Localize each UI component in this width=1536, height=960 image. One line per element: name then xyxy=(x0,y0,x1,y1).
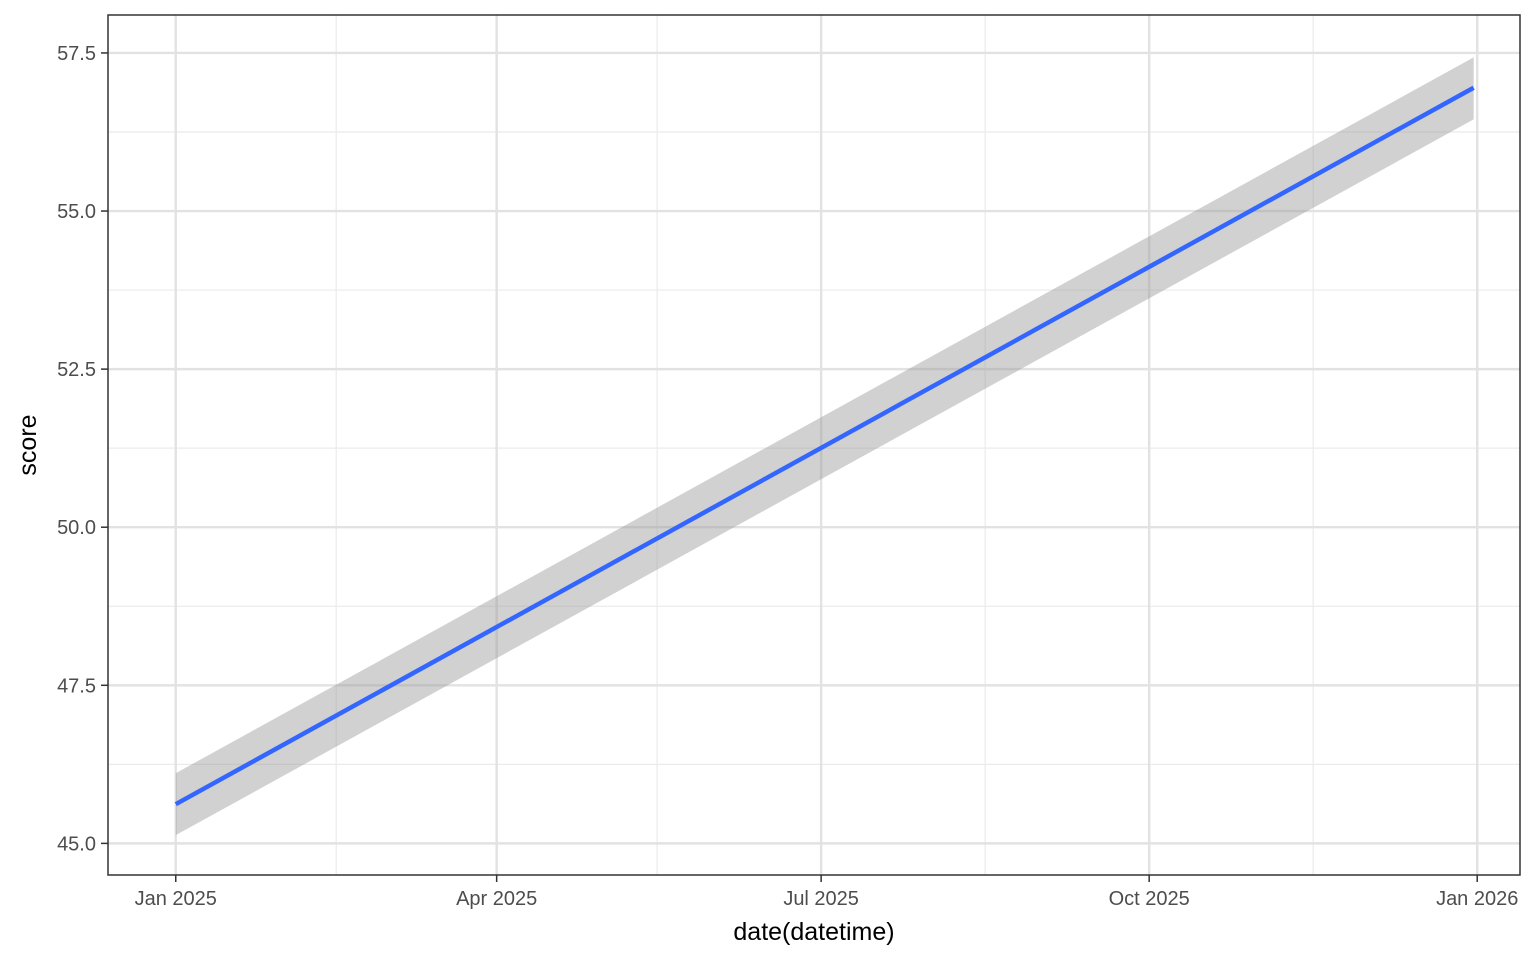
y-tick-label: 47.5 xyxy=(57,675,96,697)
y-tick-label: 50.0 xyxy=(57,517,96,539)
y-axis-tick-labels: 45.0 47.5 50.0 52.5 55.0 57.5 xyxy=(57,43,96,855)
minor-gridlines xyxy=(108,15,1520,875)
series-layer xyxy=(174,57,1475,836)
x-tick-label: Jan 2026 xyxy=(1436,888,1518,910)
plot-background xyxy=(108,15,1520,875)
major-gridlines xyxy=(108,15,1520,875)
x-tick-label: Jan 2025 xyxy=(135,888,217,910)
y-tick-label: 57.5 xyxy=(57,43,96,65)
x-tick-label: Oct 2025 xyxy=(1109,888,1190,910)
y-tick-label: 52.5 xyxy=(57,359,96,381)
x-tick-label: Apr 2025 xyxy=(456,888,537,910)
plot-border xyxy=(107,14,1521,876)
x-axis-title: date(datetime) xyxy=(733,918,894,946)
y-tick-label: 55.0 xyxy=(57,201,96,223)
trend-line xyxy=(174,85,1475,807)
x-tick-label: Jul 2025 xyxy=(783,888,859,910)
axis-tick-marks xyxy=(101,52,1478,882)
y-axis-title: score xyxy=(14,414,42,475)
y-tick-label: 45.0 xyxy=(57,833,96,855)
x-axis-tick-labels: Jan 2025 Apr 2025 Jul 2025 Oct 2025 Jan 2026 xyxy=(135,888,1519,910)
